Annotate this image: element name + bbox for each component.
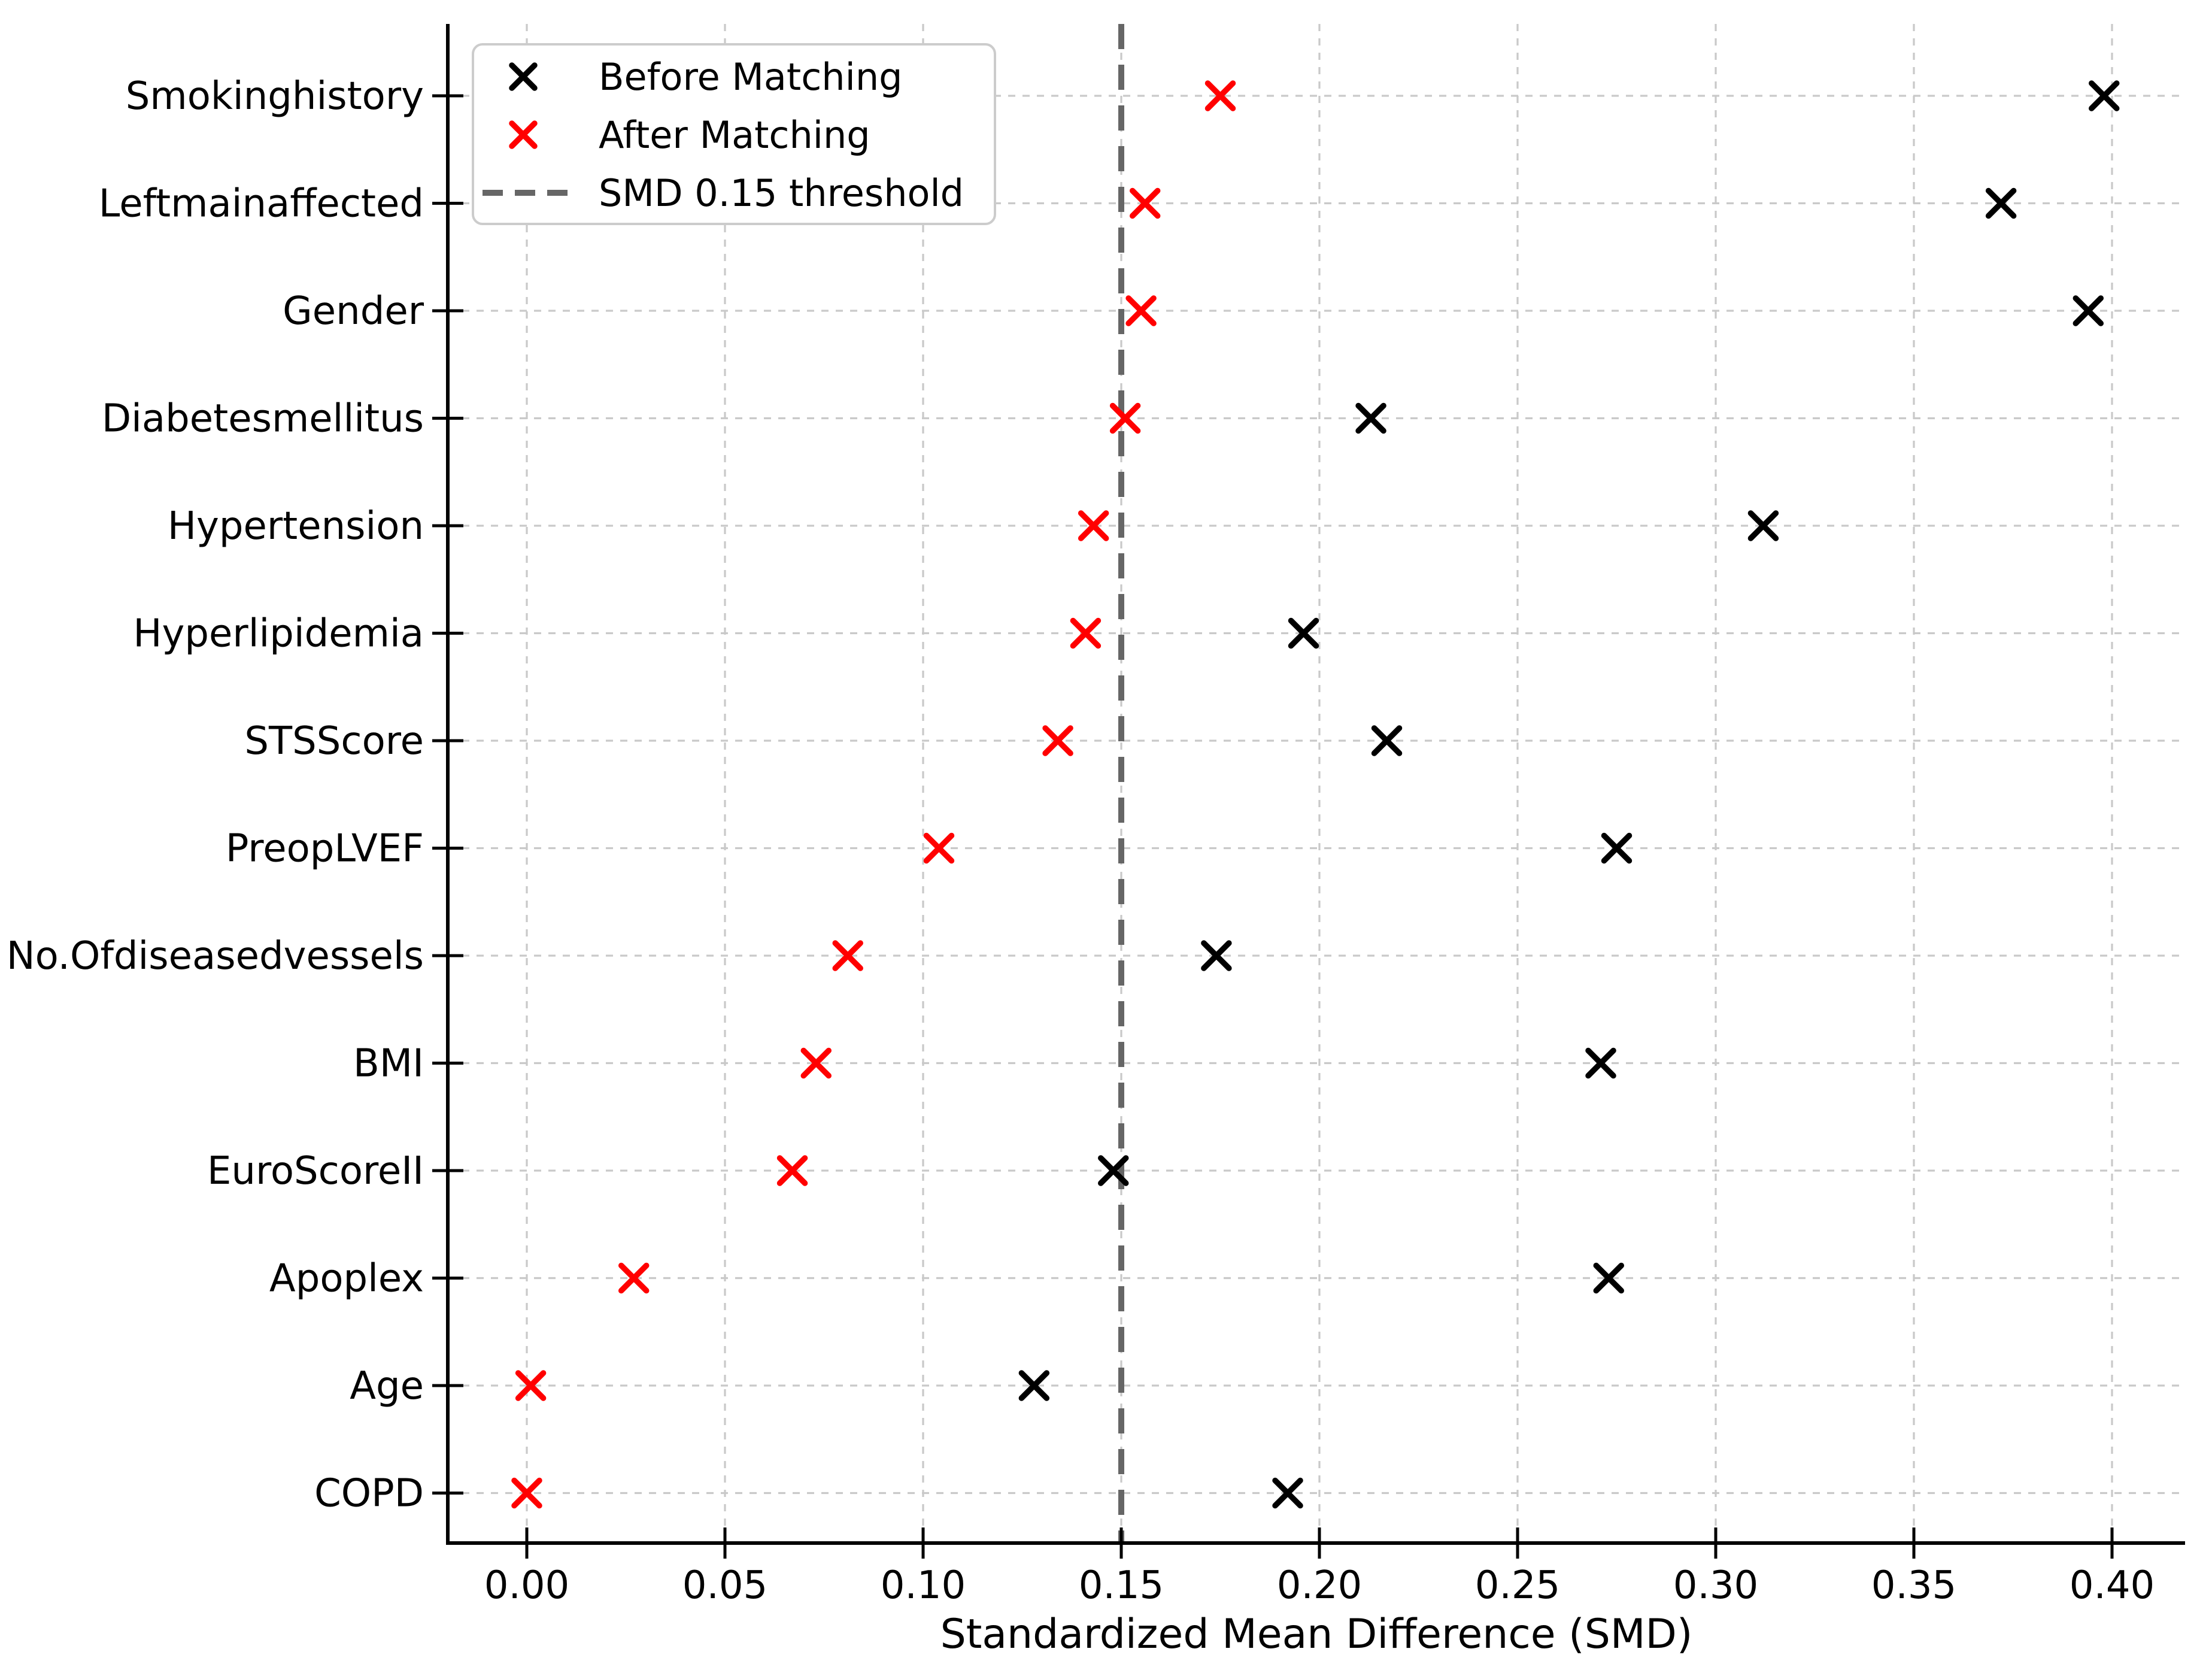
marker-before-age	[1018, 1370, 1050, 1401]
category-label: EuroScoreII	[207, 1149, 424, 1193]
category-label: STSScore	[244, 719, 424, 763]
marker-before-no.ofdiseasedvessels	[1201, 940, 1232, 971]
category-label: Hypertension	[168, 504, 424, 548]
x-tick-label: 0.05	[682, 1563, 768, 1608]
x-tick-label: 0.40	[2070, 1563, 2155, 1608]
marker-before-preoplvef	[1601, 832, 1633, 864]
x-tick-label: 0.20	[1277, 1563, 1363, 1608]
category-label: Age	[350, 1364, 424, 1408]
x-tick-label: 0.00	[484, 1563, 570, 1608]
x-tick-label: 0.30	[1673, 1563, 1759, 1608]
marker-before-smokinghistory	[2089, 80, 2120, 111]
marker-after-hypertension	[1078, 510, 1109, 541]
marker-before-stsscore	[1371, 725, 1403, 756]
legend-item-before-matching-marker-icon	[509, 62, 538, 91]
marker-before-bmi	[1585, 1047, 1616, 1079]
legend-item-threshold-label: SMD 0.15 threshold	[599, 171, 964, 215]
category-label: PreopLVEF	[226, 827, 424, 871]
marker-before-copd	[1272, 1477, 1303, 1509]
marker-after-preoplvef	[923, 832, 955, 864]
x-tick-label: 0.35	[1871, 1563, 1957, 1608]
marker-before-gender	[2073, 295, 2104, 326]
category-label: Hyperlipidemia	[133, 612, 424, 656]
marker-before-hypertension	[1747, 510, 1779, 541]
x-tick-label: 0.10	[881, 1563, 966, 1608]
marker-after-stsscore	[1042, 725, 1073, 756]
category-label: Smokinghistory	[126, 74, 424, 119]
marker-after-no.ofdiseasedvessels	[832, 940, 863, 971]
legend-item-before-matching-label: Before Matching	[599, 55, 902, 99]
category-label: Apoplex	[269, 1257, 424, 1301]
category-label: COPD	[314, 1472, 424, 1516]
legend-item-after-matching-label: After Matching	[599, 113, 870, 157]
marker-before-apoplex	[1593, 1262, 1625, 1294]
marker-before-euroscoreii	[1098, 1155, 1129, 1186]
marker-after-euroscoreii	[776, 1155, 808, 1186]
x-tick-label: 0.25	[1475, 1563, 1561, 1608]
legend-box	[472, 43, 996, 225]
marker-after-bmi	[800, 1047, 832, 1079]
category-label: BMI	[353, 1042, 424, 1086]
legend-item-after-matching-marker-icon	[509, 120, 538, 149]
marker-before-diabetesmellitus	[1355, 402, 1386, 434]
marker-after-apoplex	[618, 1262, 650, 1294]
marker-after-age	[515, 1370, 547, 1401]
marker-after-leftmainaffected	[1129, 187, 1161, 219]
marker-before-hyperlipidemia	[1288, 617, 1319, 649]
category-label: Gender	[283, 289, 424, 334]
marker-after-diabetesmellitus	[1109, 402, 1141, 434]
marker-before-leftmainaffected	[1985, 187, 2017, 219]
category-label: Diabetesmellitus	[102, 397, 424, 441]
x-tick-label: 0.15	[1079, 1563, 1164, 1608]
category-label: No.Ofdiseasedvessels	[7, 934, 424, 978]
marker-after-gender	[1125, 295, 1157, 326]
category-label: Leftmainaffected	[99, 182, 424, 226]
marker-after-copd	[511, 1477, 542, 1509]
x-axis-title: Standardized Mean Difference (SMD)	[940, 1611, 1693, 1658]
marker-after-smokinghistory	[1204, 80, 1236, 111]
marker-after-hyperlipidemia	[1070, 617, 1102, 649]
